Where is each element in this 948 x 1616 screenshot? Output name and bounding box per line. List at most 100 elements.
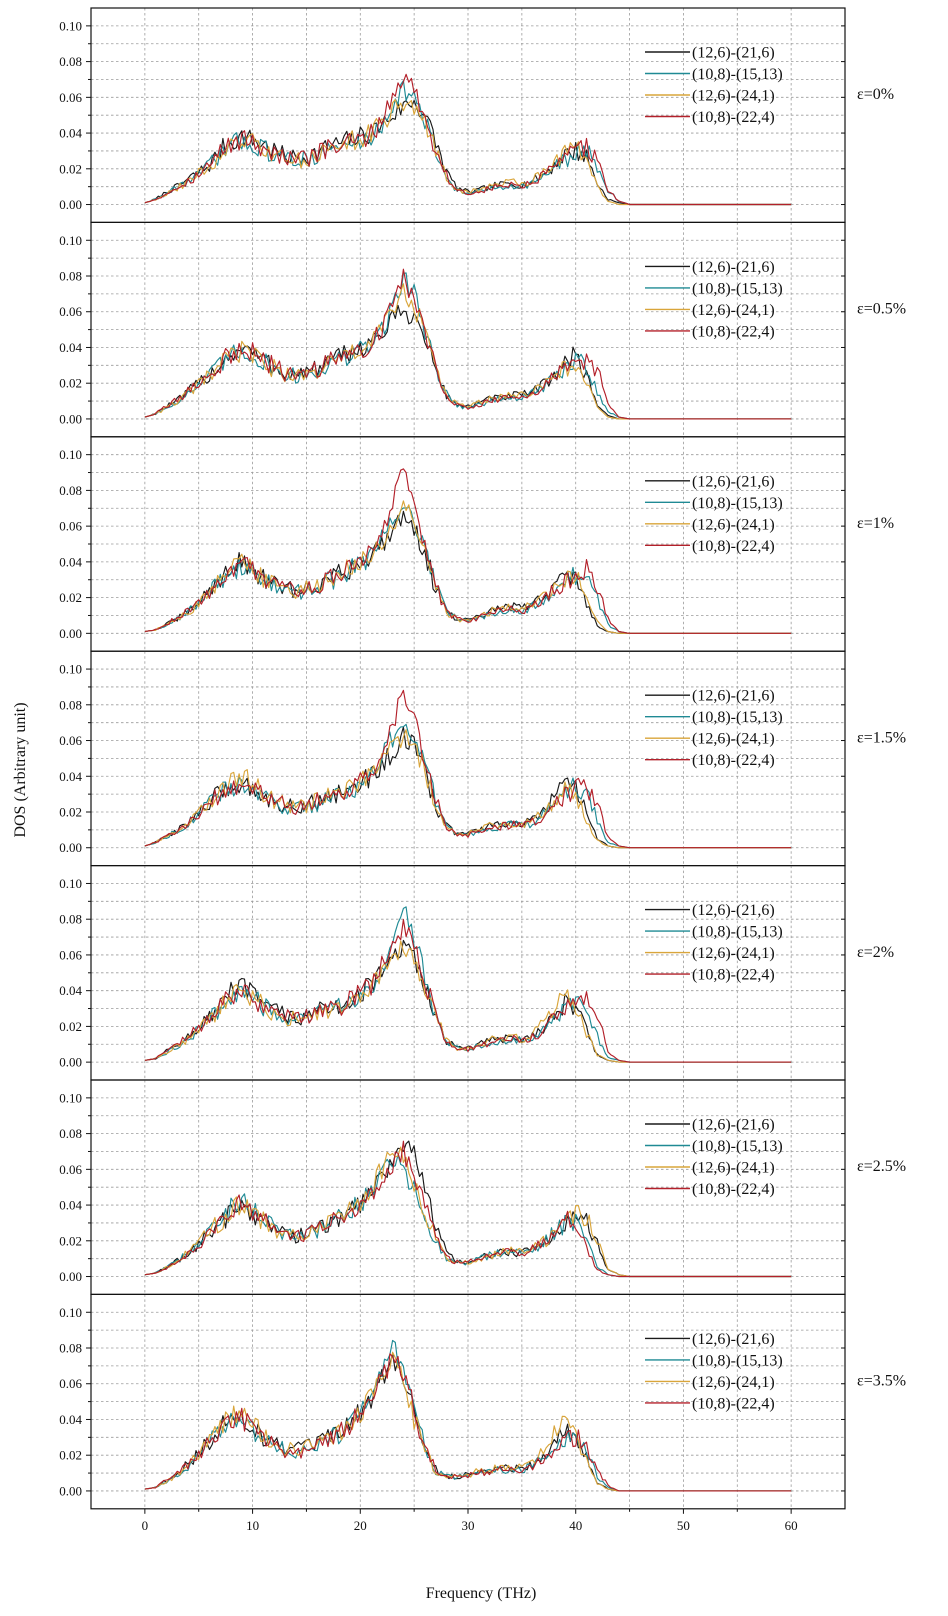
legend-label: (10,8)-(15,13) [692, 709, 783, 726]
series-line-4 [144, 468, 792, 634]
legend: (12,6)-(21,6) (10,8)-(15,13) (12,6)-(24,1)… [645, 1331, 783, 1412]
grid [91, 865, 845, 1080]
y-tick-label: 0.08 [59, 1341, 82, 1356]
y-tick-label: 0.04 [59, 340, 82, 355]
y-tick-label: 0.08 [59, 54, 82, 69]
y-tick-label: 0.08 [59, 483, 82, 498]
series-group [144, 689, 792, 849]
x-axis-title: Frequency (THz) [426, 1585, 537, 1602]
y-tick-label: 0.00 [59, 411, 82, 426]
y-tick-label: 0.08 [59, 912, 82, 927]
y-tick-label: 0.04 [59, 1412, 82, 1427]
y-tick-label: 0.10 [59, 18, 82, 33]
y-tick-label: 0.06 [59, 1162, 82, 1177]
y-tick-label: 0.04 [59, 126, 82, 141]
series-group [144, 468, 792, 634]
y-tick-label: 0.08 [59, 1126, 82, 1141]
strain-label: ε=1% [857, 515, 894, 532]
y-tick-label: 0.04 [59, 983, 82, 998]
legend: (12,6)-(21,6) (10,8)-(15,13) (12,6)-(24,1)… [645, 1117, 783, 1198]
legend-label: (12,6)-(24,1) [692, 1374, 775, 1391]
y-tick-label: 0.00 [59, 1269, 82, 1284]
legend-label: (10,8)-(15,13) [692, 924, 783, 941]
legend: (12,6)-(21,6) (10,8)-(15,13) (12,6)-(24,1)… [645, 902, 783, 984]
legend-label: (10,8)-(15,13) [692, 280, 783, 297]
y-axis-title: DOS (Arbitrary unit) [12, 702, 29, 837]
series-line-4 [144, 268, 792, 420]
legend-label: (12,6)-(24,1) [692, 302, 775, 319]
series-line-4 [144, 1353, 792, 1492]
y-tick-label: 0.02 [59, 590, 82, 605]
legend-label: (12,6)-(21,6) [692, 45, 775, 62]
x-tick-label: 0 [142, 1518, 149, 1533]
legend: (12,6)-(21,6) (10,8)-(15,13) (12,6)-(24,1)… [645, 473, 783, 555]
x-tick-label: 60 [785, 1518, 798, 1533]
series-line-4 [144, 73, 792, 206]
y-tick-label: 0.06 [59, 733, 82, 748]
legend-label: (10,8)-(15,13) [692, 1352, 783, 1369]
y-tick-label: 0.02 [59, 161, 82, 176]
series-group [144, 1339, 792, 1492]
y-tick-label: 0.08 [59, 269, 82, 284]
grid [91, 222, 845, 437]
legend-label: (12,6)-(21,6) [692, 259, 775, 276]
y-tick-label: 0.08 [59, 697, 82, 712]
legend: (12,6)-(21,6) (10,8)-(15,13) (12,6)-(24,1)… [645, 45, 783, 126]
y-tick-label: 0.02 [59, 1448, 82, 1463]
strain-label: ε=2.5% [857, 1158, 906, 1175]
panel-6: 0.00 0.02 0.04 0.06 0.08 0.10 (12,6)-(21,6) (10… [59, 1079, 906, 1295]
x-tick-label: 30 [462, 1518, 475, 1533]
legend-label: (12,6)-(24,1) [692, 516, 775, 533]
y-tick-label: 0.10 [59, 662, 82, 677]
x-axis: 0 10 20 30 40 50 60 [142, 1508, 798, 1533]
legend-label: (12,6)-(21,6) [692, 473, 775, 490]
legend-label: (12,6)-(24,1) [692, 88, 775, 105]
series-group [144, 73, 792, 206]
y-tick-label: 0.00 [59, 840, 82, 855]
y-tick-label: 0.02 [59, 376, 82, 391]
y-tick-label: 0.00 [59, 1055, 82, 1070]
panel-4: 0.00 0.02 0.04 0.06 0.08 0.10 (12,6)-(21,6) (10… [59, 650, 906, 867]
legend-label: (10,8)-(22,4) [692, 1395, 775, 1412]
legend-label: (12,6)-(21,6) [692, 902, 775, 919]
strain-label: ε=2% [857, 944, 894, 961]
y-tick-label: 0.00 [59, 626, 82, 641]
legend-label: (12,6)-(24,1) [692, 1160, 775, 1177]
series-group [144, 906, 792, 1063]
y-tick-label: 0.02 [59, 805, 82, 820]
grid [91, 1080, 845, 1295]
x-tick-label: 20 [354, 1518, 367, 1533]
y-tick-label: 0.04 [59, 1198, 82, 1213]
y-tick-label: 0.10 [59, 1305, 82, 1320]
legend-label: (10,8)-(22,4) [692, 752, 775, 769]
series-line-4 [144, 918, 792, 1063]
strain-label: ε=0% [857, 86, 894, 103]
legend-label: (12,6)-(24,1) [692, 731, 775, 748]
y-tick-label: 0.10 [59, 447, 82, 462]
legend-label: (10,8)-(22,4) [692, 538, 775, 555]
legend-label: (10,8)-(15,13) [692, 66, 783, 83]
y-tick-label: 0.10 [59, 876, 82, 891]
x-tick-label: 50 [677, 1518, 690, 1533]
legend: (12,6)-(21,6) (10,8)-(15,13) (12,6)-(24,1)… [645, 259, 783, 340]
legend-label: (12,6)-(21,6) [692, 688, 775, 705]
grid [91, 8, 845, 223]
y-tick-label: 0.06 [59, 519, 82, 534]
series-line-4 [144, 689, 792, 849]
y-tick-label: 0.00 [59, 197, 82, 212]
legend-label: (12,6)-(21,6) [692, 1117, 775, 1134]
y-tick-label: 0.10 [59, 233, 82, 248]
legend-label: (10,8)-(22,4) [692, 1181, 775, 1198]
series-group [144, 268, 792, 420]
y-tick-label: 0.06 [59, 90, 82, 105]
legend-label: (10,8)-(15,13) [692, 495, 783, 512]
legend-label: (12,6)-(21,6) [692, 1331, 775, 1348]
y-tick-label: 0.04 [59, 554, 82, 569]
y-tick-label: 0.06 [59, 947, 82, 962]
y-tick-label: 0.10 [59, 1090, 82, 1105]
x-tick-label: 40 [569, 1518, 582, 1533]
legend-label: (10,8)-(15,13) [692, 1138, 783, 1155]
y-tick-label: 0.06 [59, 1376, 82, 1391]
legend-label: (10,8)-(22,4) [692, 109, 775, 126]
